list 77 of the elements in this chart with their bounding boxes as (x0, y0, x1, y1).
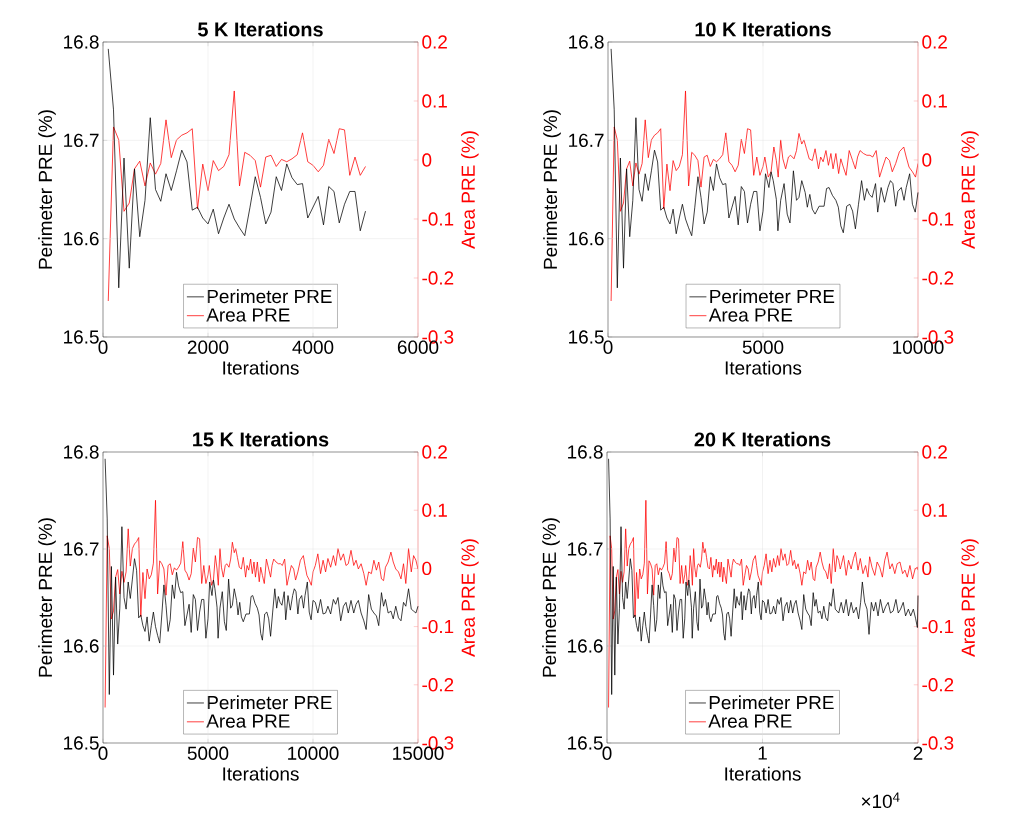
y2-tick-label: -0.2 (422, 271, 454, 285)
chart-title: 15 K Iterations (193, 431, 329, 447)
y2-tick-label: 0.1 (922, 503, 947, 517)
y2-tick-label: -0.1 (922, 212, 954, 226)
x-tick-label: 2 (913, 746, 923, 760)
x-tick-label: 1 (758, 746, 767, 760)
y-tick-label: 16.5 (569, 330, 604, 344)
x-tick-label: 0 (98, 340, 108, 354)
text: ×10$^{4}$ (861, 792, 900, 809)
y-axis-title: Perimeter PRE (%) (38, 110, 56, 269)
y2-axis-title: Area PRE (%) (960, 539, 979, 657)
y2-tick-label: -0.3 (922, 736, 954, 750)
legend-label: Perimeter PRE (709, 695, 834, 710)
y2-axis-title: Area PRE (%) (960, 131, 979, 249)
line-series (104, 499, 418, 708)
x-axis-title: Iterations (725, 360, 802, 375)
x-tick-label: 0 (602, 746, 612, 760)
legend-label: Area PRE (206, 714, 290, 728)
x-axis-title: Iterations (725, 766, 801, 781)
line-series (608, 499, 919, 708)
y-tick-label: 16.5 (568, 736, 603, 750)
y2-tick-label: 0.2 (922, 35, 947, 49)
x-tick-label: 0 (98, 746, 108, 760)
line-series (107, 90, 366, 302)
y2-tick-label: 0 (922, 153, 932, 167)
line-series (610, 90, 919, 302)
y-tick-label: 16.8 (569, 35, 604, 49)
legend-label: Area PRE (708, 308, 793, 322)
x-tick-label: 5000 (742, 340, 784, 354)
y2-tick-label: 0.2 (922, 445, 947, 459)
y-tick-label: 16.8 (64, 35, 99, 49)
y-tick-label: 16.6 (64, 639, 99, 653)
chart-title: 5 K Iterations (198, 21, 323, 37)
y-tick-label: 16.5 (64, 736, 99, 750)
y2-tick-label: -0.1 (422, 212, 454, 226)
y-tick-label: 16.6 (569, 231, 604, 246)
x-tick-label: 4000 (292, 340, 334, 354)
y2-tick-label: 0.2 (422, 35, 447, 49)
y2-tick-label: -0.2 (922, 271, 954, 285)
x-axis-title: Iterations (223, 766, 299, 781)
y2-axis-title: Area PRE (%) (460, 539, 479, 657)
y-tick-label: 16.7 (568, 542, 603, 556)
y-tick-label: 16.6 (64, 231, 99, 246)
y2-tick-label: -0.1 (922, 619, 954, 634)
y2-tick-label: 0 (422, 561, 432, 576)
y2-tick-label: 0.1 (922, 94, 947, 108)
y2-tick-label: 0.1 (422, 94, 447, 108)
y2-tick-label: 0 (922, 561, 932, 576)
y2-tick-label: -0.1 (422, 619, 454, 634)
x-tick-label: 0 (603, 340, 613, 354)
y2-tick-label: -0.2 (422, 678, 454, 692)
chart-title: 10 K Iterations (695, 21, 831, 37)
y2-tick-label: 0.2 (422, 445, 447, 459)
y-tick-label: 16.7 (64, 133, 99, 148)
y2-axis-title: Area PRE (%) (460, 131, 479, 249)
legend-label: Perimeter PRE (207, 695, 332, 710)
y-axis-title: Perimeter PRE (%) (543, 110, 561, 269)
y-tick-label: 16.8 (568, 445, 603, 459)
chart-title: 20 K Iterations (694, 431, 831, 447)
y-tick-label: 16.7 (569, 133, 604, 148)
y-tick-label: 16.8 (64, 445, 99, 459)
y-tick-label: 16.6 (568, 639, 603, 653)
legend-label: Perimeter PRE (710, 289, 835, 304)
x-tick-label: 5000 (187, 746, 229, 760)
y2-tick-label: 0 (422, 153, 432, 167)
y2-tick-label: -0.2 (922, 678, 954, 692)
x-axis-title: Iterations (223, 360, 299, 375)
x-tick-label: 10000 (288, 746, 339, 760)
x-tick-label: 2000 (187, 340, 229, 354)
y-axis-title: Perimeter PRE (%) (542, 518, 560, 677)
legend-label: Area PRE (206, 308, 290, 322)
legend-label: Area PRE (708, 714, 792, 728)
y-tick-label: 16.5 (64, 330, 99, 344)
y2-tick-label: 0.1 (422, 503, 447, 517)
y-tick-label: 16.7 (64, 542, 99, 556)
legend-label: Perimeter PRE (207, 289, 332, 304)
y-axis-title: Perimeter PRE (%) (38, 518, 56, 677)
